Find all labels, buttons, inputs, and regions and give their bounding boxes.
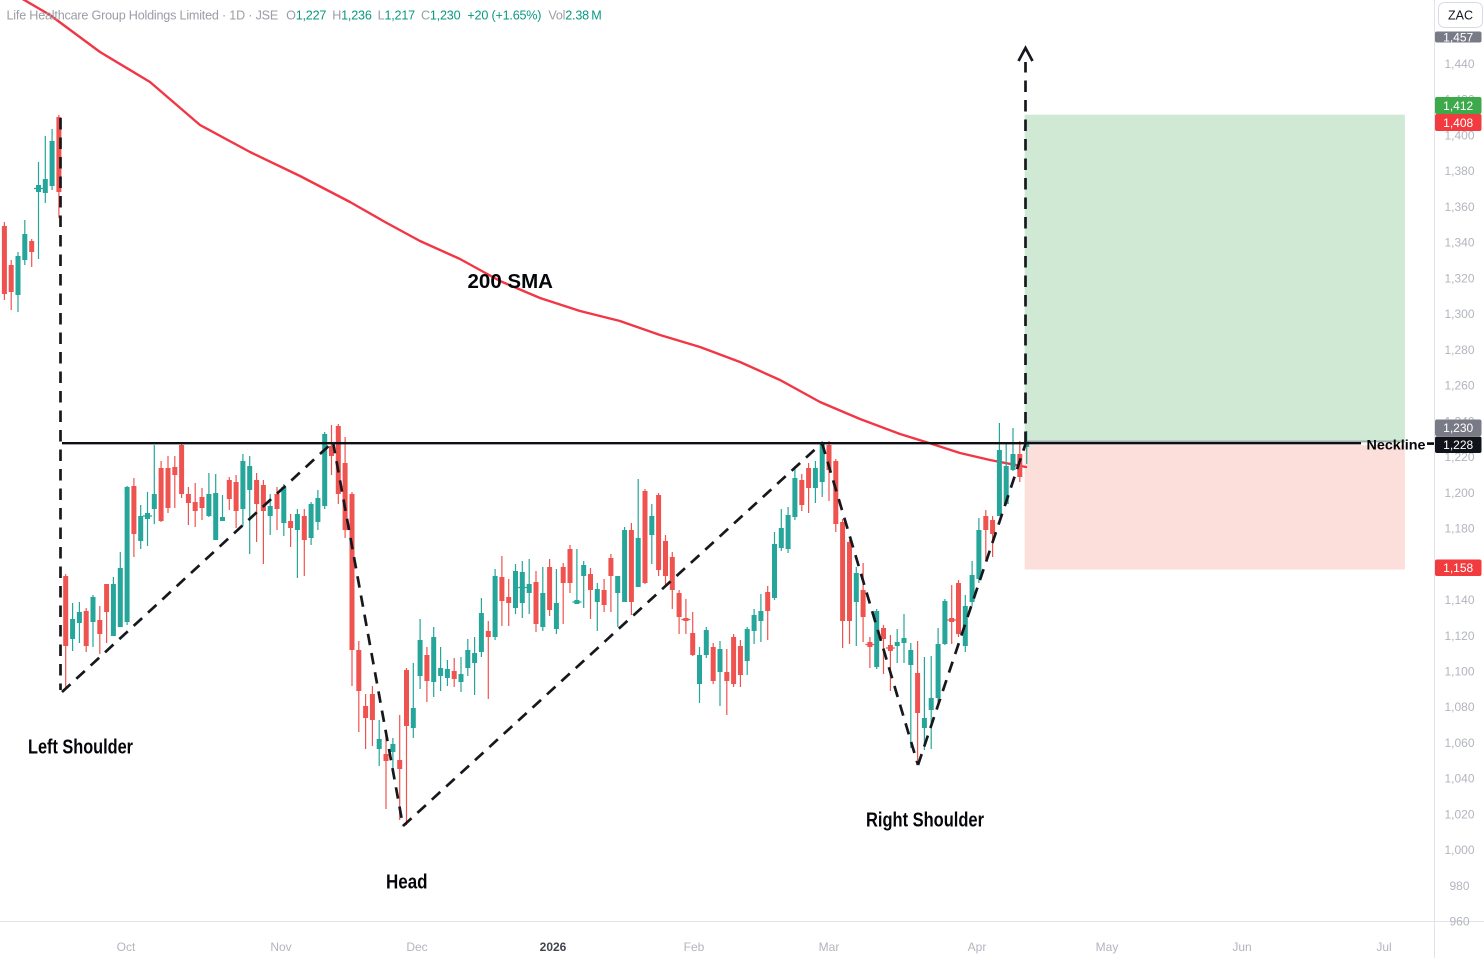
svg-text:1,180: 1,180 — [1444, 522, 1474, 536]
svg-text:Nov: Nov — [270, 940, 291, 954]
svg-text:May: May — [1096, 940, 1119, 954]
svg-text:1,000: 1,000 — [1444, 843, 1474, 857]
svg-text:1,040: 1,040 — [1444, 772, 1474, 786]
svg-text:Oct: Oct — [117, 940, 136, 954]
svg-text:1,440: 1,440 — [1444, 57, 1474, 71]
svg-text:1,140: 1,140 — [1444, 593, 1474, 607]
svg-text:Left Shoulder: Left Shoulder — [28, 737, 133, 759]
svg-text:1,408: 1,408 — [1443, 116, 1473, 130]
svg-text:200 SMA: 200 SMA — [468, 271, 554, 293]
svg-text:Right Shoulder: Right Shoulder — [866, 810, 984, 832]
svg-text:Dec: Dec — [406, 940, 427, 954]
svg-text:Apr: Apr — [968, 940, 987, 954]
svg-text:1,400: 1,400 — [1444, 128, 1474, 142]
svg-text:980: 980 — [1449, 879, 1469, 893]
svg-text:1,200: 1,200 — [1444, 486, 1474, 500]
svg-text:Jun: Jun — [1232, 940, 1251, 954]
svg-text:1,060: 1,060 — [1444, 736, 1474, 750]
svg-text:1,080: 1,080 — [1444, 700, 1474, 714]
svg-text:1,120: 1,120 — [1444, 629, 1474, 643]
svg-text:Neckline: Neckline — [1367, 437, 1426, 453]
svg-text:Jul: Jul — [1376, 940, 1391, 954]
svg-text:1,100: 1,100 — [1444, 665, 1474, 679]
svg-text:1,320: 1,320 — [1444, 271, 1474, 285]
svg-text:1,380: 1,380 — [1444, 164, 1474, 178]
svg-text:Life Healthcare Group Holdings: Life Healthcare Group Holdings Limited ·… — [7, 9, 602, 23]
svg-text:Head: Head — [386, 872, 428, 894]
svg-text:ZAC: ZAC — [1448, 9, 1473, 23]
svg-text:Mar: Mar — [819, 940, 840, 954]
svg-text:1,158: 1,158 — [1443, 561, 1473, 575]
svg-text:1,340: 1,340 — [1444, 236, 1474, 250]
svg-text:960: 960 — [1449, 915, 1469, 929]
svg-text:2026: 2026 — [540, 940, 567, 954]
svg-text:1,220: 1,220 — [1444, 450, 1474, 464]
svg-text:1,457: 1,457 — [1443, 31, 1473, 45]
svg-text:1,360: 1,360 — [1444, 200, 1474, 214]
svg-text:1,020: 1,020 — [1444, 808, 1474, 822]
svg-text:1,230: 1,230 — [1443, 421, 1473, 435]
svg-text:1,300: 1,300 — [1444, 307, 1474, 321]
svg-text:1,412: 1,412 — [1443, 99, 1473, 113]
svg-text:Feb: Feb — [684, 940, 705, 954]
svg-text:1,280: 1,280 — [1444, 343, 1474, 357]
svg-text:1,228: 1,228 — [1443, 438, 1473, 452]
svg-text:1,260: 1,260 — [1444, 379, 1474, 393]
